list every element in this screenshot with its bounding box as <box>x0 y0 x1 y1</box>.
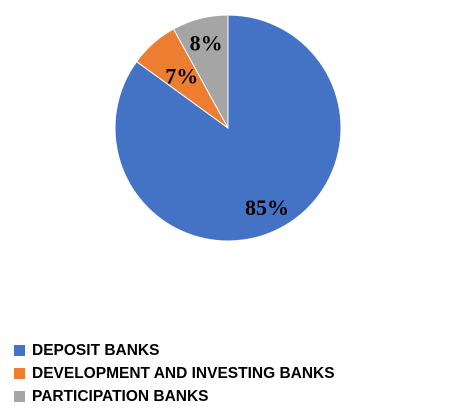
legend-label-participation-banks: PARTICIPATION BANKS <box>32 387 209 405</box>
chart-legend: DEPOSIT BANKS DEVELOPMENT AND INVESTING … <box>14 339 335 408</box>
pie-slices <box>114 14 342 242</box>
pie-data-labels: 85% 7% 8% <box>165 31 289 220</box>
legend-swatch-development-and-investing-banks <box>14 368 25 379</box>
legend-item-development-and-investing-banks: DEVELOPMENT AND INVESTING BANKS <box>14 362 335 385</box>
pie-slice-participation-banks <box>172 14 229 129</box>
legend-label-deposit-banks: DEPOSIT BANKS <box>32 341 160 359</box>
pie-slice-deposit-banks <box>114 14 342 242</box>
pie-chart: 85% 7% 8% <box>114 14 342 242</box>
legend-label-development-and-investing-banks: DEVELOPMENT AND INVESTING BANKS <box>32 364 335 382</box>
legend-swatch-participation-banks <box>14 391 25 402</box>
data-label-deposit-banks: 85% <box>245 195 289 220</box>
data-label-development-and-investing-banks: 7% <box>165 63 198 88</box>
legend-item-deposit-banks: DEPOSIT BANKS <box>14 339 335 362</box>
legend-swatch-deposit-banks <box>14 345 25 356</box>
legend-item-participation-banks: PARTICIPATION BANKS <box>14 385 335 408</box>
data-label-participation-banks: 8% <box>190 31 223 56</box>
